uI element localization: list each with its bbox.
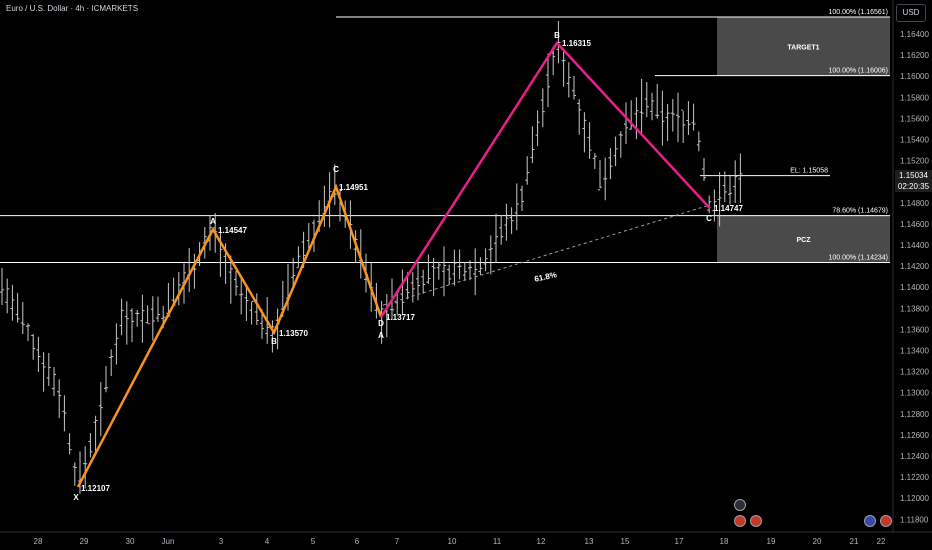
price-tick: 1.13600 — [900, 325, 929, 334]
time-tick: 5 — [311, 537, 316, 546]
symbol-title: Euro / U.S. Dollar · 4h · ICMARKETS — [6, 4, 139, 13]
harmonic-pattern-1 — [76, 183, 383, 488]
pattern2-point-b: B — [554, 31, 560, 40]
price-tick: 1.12600 — [900, 431, 929, 440]
time-tick: 3 — [219, 537, 224, 546]
price-tick: 1.12400 — [900, 452, 929, 461]
price-tick: 1.12800 — [900, 410, 929, 419]
price-tick: 1.14000 — [900, 283, 929, 292]
time-tick: 19 — [767, 537, 776, 546]
price-tick: 1.16200 — [900, 51, 929, 60]
zone-target1 — [717, 17, 890, 76]
level-label: 100.00% (1.16006) — [828, 68, 888, 75]
price-tick: 1.11800 — [900, 515, 929, 524]
price-tick: 1.15600 — [900, 114, 929, 123]
pattern1-value: 1.13717 — [386, 313, 415, 322]
pattern1-value: 1.14951 — [339, 183, 368, 192]
time-tick: 30 — [126, 537, 135, 546]
price-tick: 1.14800 — [900, 199, 929, 208]
event-flag-icon — [864, 515, 876, 527]
time-tick: 18 — [720, 537, 729, 546]
price-tick: 1.12200 — [900, 473, 929, 482]
price-tick: 1.16400 — [900, 30, 929, 39]
price-tick: 1.14200 — [900, 262, 929, 271]
price-tick: 1.15400 — [900, 136, 929, 145]
level-label: 100.00% (1.16561) — [828, 9, 888, 16]
price-tick: 1.13000 — [900, 389, 929, 398]
time-tick: 15 — [621, 537, 630, 546]
zone-title: TARGET1 — [787, 44, 819, 51]
event-flag-icon — [880, 515, 892, 527]
time-tick: 11 — [493, 537, 502, 546]
time-tick: 22 — [877, 537, 886, 546]
time-tick: 29 — [80, 537, 89, 546]
time-tick: 10 — [448, 537, 457, 546]
pattern1-value: 1.13570 — [279, 329, 308, 338]
price-tick: 1.15800 — [900, 93, 929, 102]
current-price-badge: 1.15034 02:20:35 — [895, 170, 932, 192]
event-flag-icon — [734, 515, 746, 527]
level-label: 100.00% (1.14234) — [828, 255, 888, 262]
price-tick: 1.13400 — [900, 347, 929, 356]
pattern1-point-c: C — [333, 165, 339, 174]
price-tick: 1.14600 — [900, 220, 929, 229]
pattern1-point-a: A — [210, 217, 216, 226]
pattern1-point-b: B — [271, 337, 277, 346]
lightning-icon — [734, 499, 746, 511]
pattern2-point-c: C — [706, 214, 712, 223]
pattern2-value: 1.16315 — [562, 39, 591, 48]
pattern2-point-a: A — [378, 331, 384, 340]
price-tick: 1.13200 — [900, 368, 929, 377]
fib-trendline — [382, 204, 711, 306]
time-tick: 7 — [395, 537, 400, 546]
pattern1-point-d: D — [378, 319, 384, 328]
time-tick: 28 — [34, 537, 43, 546]
harmonic-pattern-2 — [379, 40, 711, 318]
pattern1-value: 1.14547 — [218, 226, 247, 235]
level-label: 78.60% (1.14679) — [832, 208, 888, 215]
currency-button[interactable]: USD — [896, 4, 926, 22]
time-tick: 13 — [585, 537, 594, 546]
time-tick: 20 — [813, 537, 822, 546]
price-tick: 1.14400 — [900, 241, 929, 250]
zone-pcz — [717, 215, 890, 263]
time-tick: 12 — [537, 537, 546, 546]
level-label: EL: 1.15058 — [790, 168, 828, 175]
price-tick: 1.15200 — [900, 157, 929, 166]
pattern1-point-x: X — [73, 493, 79, 502]
price-tick: 1.16000 — [900, 72, 929, 81]
bar-countdown: 02:20:35 — [897, 182, 930, 191]
time-tick: 21 — [850, 537, 859, 546]
pattern2-value: 1.14747 — [714, 204, 743, 213]
time-tick: 17 — [675, 537, 684, 546]
price-tick: 1.13800 — [900, 304, 929, 313]
event-flag-icon — [750, 515, 762, 527]
zone-title: PCZ — [797, 237, 812, 244]
time-tick: Jun — [162, 537, 175, 546]
current-price: 1.15034 — [899, 171, 928, 180]
pattern1-value: 1.12107 — [81, 484, 110, 493]
time-tick: 4 — [265, 537, 270, 546]
fib-label: 61.8% — [534, 270, 558, 284]
time-tick: 6 — [355, 537, 360, 546]
price-tick: 1.12000 — [900, 494, 929, 503]
